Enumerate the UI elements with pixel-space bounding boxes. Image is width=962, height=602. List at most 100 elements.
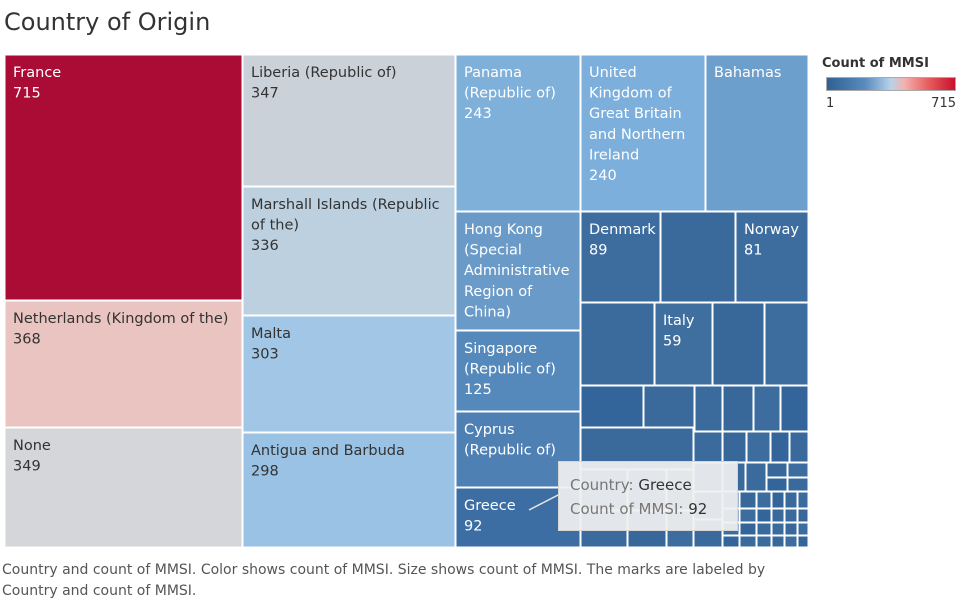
treemap-tile-unlabeled[interactable] bbox=[756, 491, 772, 509]
treemap-tile-label: Greece 92 bbox=[464, 498, 516, 535]
treemap-tile[interactable]: Liberia (Republic of) 347 bbox=[242, 54, 456, 187]
treemap-tile-label: France 715 bbox=[13, 65, 61, 102]
treemap-tile-rect[interactable] bbox=[455, 54, 581, 212]
treemap-tile-unlabeled[interactable] bbox=[643, 385, 695, 428]
treemap-tile-label: Netherlands (Kingdom of the) 368 bbox=[13, 311, 228, 348]
treemap-tile-rect[interactable] bbox=[735, 211, 809, 303]
treemap-tile-unlabeled[interactable] bbox=[756, 535, 772, 548]
treemap-tile-unlabeled[interactable] bbox=[712, 302, 765, 386]
treemap-tile-unlabeled[interactable] bbox=[784, 491, 798, 509]
treemap-tile-unlabeled[interactable] bbox=[745, 462, 767, 492]
treemap-tile-rect[interactable] bbox=[580, 54, 706, 212]
treemap-tile-unlabeled[interactable] bbox=[660, 211, 736, 303]
treemap-tile-unlabeled[interactable] bbox=[722, 385, 754, 432]
treemap-tile-rect[interactable] bbox=[455, 330, 581, 412]
treemap-tile-unlabeled[interactable] bbox=[771, 508, 785, 523]
treemap-tile[interactable]: None 349 bbox=[4, 427, 243, 548]
treemap-tile-unlabeled[interactable] bbox=[766, 477, 788, 492]
treemap-tile-unlabeled[interactable] bbox=[784, 522, 798, 536]
treemap-tile-unlabeled[interactable] bbox=[771, 522, 785, 536]
treemap-tile-unlabeled[interactable] bbox=[766, 462, 788, 478]
treemap-tile-unlabeled[interactable] bbox=[739, 508, 757, 523]
treemap-tile-label: Norway 81 bbox=[744, 222, 799, 259]
tooltip-count-label: Count of MMSI: bbox=[570, 500, 684, 518]
treemap-tile[interactable]: Marshall Islands (Republic of the) 336 bbox=[242, 186, 456, 316]
treemap-tile-unlabeled[interactable] bbox=[770, 431, 790, 463]
treemap-tile-label: Marshall Islands (Republic of the) 336 bbox=[251, 197, 440, 254]
treemap-chart: France 715 Netherlands (Kingdom of the) 368… bbox=[4, 54, 809, 548]
treemap-tile-label: Bahamas bbox=[714, 65, 781, 81]
tooltip-pointer bbox=[528, 493, 561, 511]
treemap-tile-rect[interactable] bbox=[654, 302, 713, 386]
treemap-tile-unlabeled[interactable] bbox=[787, 462, 809, 478]
treemap-tile-label: Malta 303 bbox=[251, 326, 291, 363]
treemap-tile-unlabeled[interactable] bbox=[784, 508, 798, 523]
treemap-tile-label: Cyprus (Republic of) bbox=[464, 422, 556, 459]
tooltip-country-label: Country: bbox=[570, 476, 634, 494]
treemap-tile-rect[interactable] bbox=[242, 186, 456, 316]
treemap-tile[interactable]: Hong Kong (Special Administrative Region of… bbox=[455, 211, 581, 331]
treemap-tile-unlabeled[interactable] bbox=[787, 477, 809, 492]
treemap-tile[interactable]: Norway 81 bbox=[735, 211, 809, 303]
treemap-tile-unlabeled[interactable] bbox=[722, 535, 740, 548]
treemap-tile-unlabeled[interactable] bbox=[739, 535, 757, 548]
legend-color-ramp[interactable] bbox=[826, 77, 956, 91]
treemap-tile[interactable]: France 715 bbox=[4, 54, 243, 301]
treemap-tile-unlabeled[interactable] bbox=[694, 385, 723, 432]
treemap-tile-label: None 349 bbox=[13, 438, 51, 475]
treemap-tile[interactable]: Netherlands (Kingdom of the) 368 bbox=[4, 300, 243, 428]
treemap-tile-rect[interactable] bbox=[4, 427, 243, 548]
treemap-tile-unlabeled[interactable] bbox=[789, 431, 809, 463]
chart-title: Country of Origin bbox=[4, 8, 211, 36]
treemap-tile-unlabeled[interactable] bbox=[784, 535, 798, 548]
treemap-tile-unlabeled[interactable] bbox=[739, 522, 757, 536]
treemap-tile-unlabeled[interactable] bbox=[746, 431, 771, 463]
treemap-tile-unlabeled[interactable] bbox=[797, 535, 809, 548]
treemap-tile-rect[interactable] bbox=[242, 432, 456, 548]
treemap-tile-rect[interactable] bbox=[580, 211, 661, 303]
treemap-tile-label: United Kingdom of Great Britain and Norther… bbox=[589, 65, 685, 184]
legend-title: Count of MMSI bbox=[822, 56, 929, 71]
treemap-tile-label: Italy 59 bbox=[663, 313, 695, 350]
treemap-tile-unlabeled[interactable] bbox=[756, 508, 772, 523]
treemap-tile-label: Singapore (Republic of) 125 bbox=[464, 341, 556, 398]
treemap-tile-rect[interactable] bbox=[705, 54, 809, 212]
chart-caption: Country and count of MMSI. Color shows c… bbox=[2, 562, 766, 599]
treemap-tile[interactable]: Malta 303 bbox=[242, 315, 456, 433]
treemap-tile-rect[interactable] bbox=[455, 211, 581, 331]
treemap-tile-unlabeled[interactable] bbox=[756, 522, 772, 536]
tooltip: Country: Greece Count of MMSI: 92 bbox=[558, 461, 738, 531]
treemap-tile-rect[interactable] bbox=[4, 54, 243, 301]
treemap-tile-unlabeled[interactable] bbox=[580, 302, 655, 386]
treemap-tile-label: Hong Kong (Special Administrative Region of… bbox=[464, 222, 570, 320]
treemap-tile-label: Liberia (Republic of) 347 bbox=[251, 65, 397, 102]
treemap-tile-unlabeled[interactable] bbox=[771, 535, 785, 548]
treemap-tile-unlabeled[interactable] bbox=[739, 491, 757, 509]
treemap-tile-unlabeled[interactable] bbox=[780, 385, 809, 432]
treemap-tile[interactable]: Singapore (Republic of) 125 bbox=[455, 330, 581, 412]
treemap-tile-unlabeled[interactable] bbox=[797, 522, 809, 536]
tooltip-country-value: Greece bbox=[638, 476, 692, 494]
treemap-tile-rect[interactable] bbox=[242, 54, 456, 187]
treemap-tile-rect[interactable] bbox=[4, 300, 243, 428]
treemap-tile-label: Antigua and Barbuda 298 bbox=[251, 443, 405, 480]
treemap-tile[interactable]: Antigua and Barbuda 298 bbox=[242, 432, 456, 548]
treemap-tile[interactable]: Denmark 89 bbox=[580, 211, 661, 303]
treemap-tile-label: Panama (Republic of) 243 bbox=[464, 65, 556, 122]
treemap-tile-rect[interactable] bbox=[242, 315, 456, 433]
treemap-tile-unlabeled[interactable] bbox=[753, 385, 781, 432]
treemap-tile[interactable]: Panama (Republic of) 243 bbox=[455, 54, 581, 212]
treemap-tile-unlabeled[interactable] bbox=[580, 385, 644, 428]
treemap-tile-label: Denmark 89 bbox=[589, 222, 656, 259]
treemap-tile-unlabeled[interactable] bbox=[722, 431, 747, 463]
treemap-tile-unlabeled[interactable] bbox=[693, 431, 723, 463]
treemap-tile[interactable]: United Kingdom of Great Britain and Norther… bbox=[580, 54, 706, 212]
legend-max-label: 715 bbox=[931, 96, 956, 111]
treemap-tile[interactable]: Bahamas bbox=[705, 54, 809, 212]
treemap-tile-unlabeled[interactable] bbox=[797, 508, 809, 523]
treemap-tile-unlabeled[interactable] bbox=[797, 491, 809, 509]
treemap-tile[interactable]: Italy 59 bbox=[654, 302, 713, 386]
treemap-tile-unlabeled[interactable] bbox=[764, 302, 809, 386]
tooltip-count-value: 92 bbox=[688, 500, 708, 518]
treemap-tile-unlabeled[interactable] bbox=[771, 491, 785, 509]
